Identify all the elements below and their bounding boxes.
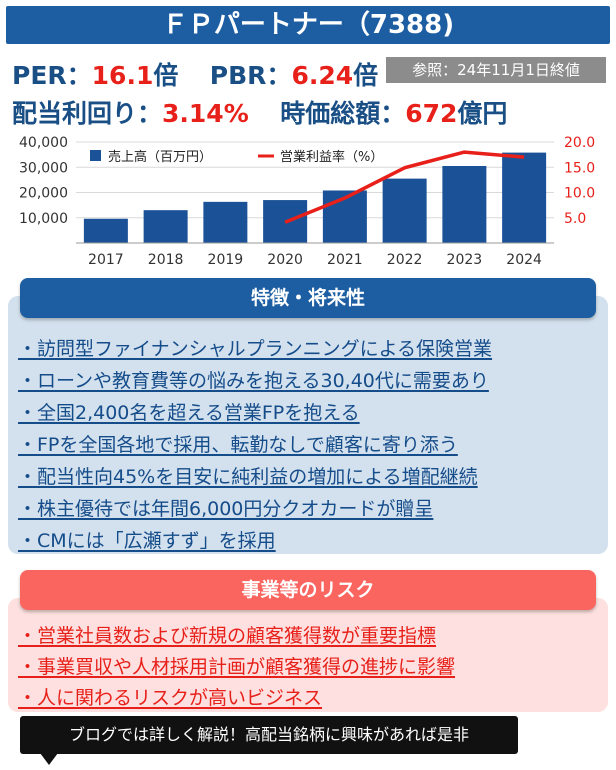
bar [502, 152, 547, 243]
features-heading: 特徴・将来性 [20, 278, 596, 318]
y-right-tick-label: 15.0 [564, 160, 595, 176]
yield-row: 配当利回り：3.14% 時価総額：672億円 [12, 94, 507, 130]
page-title: ＦＰパートナー（7388) [6, 6, 610, 44]
bar [442, 165, 487, 243]
per-label: PER： [12, 61, 92, 90]
x-tick-label: 2018 [148, 252, 184, 268]
risk-item[interactable]: ・人に関わるリスクが高いビジネス [18, 687, 323, 709]
legend-bar-label: 売上高（百万円） [108, 149, 212, 165]
callout-tail [40, 753, 58, 765]
bar [382, 178, 427, 243]
y-right-tick-label: 20.0 [564, 135, 595, 151]
reference-date-badge: 参照：24年11月1日終値 [386, 57, 606, 83]
y-left-tick-label: 10,000 [19, 211, 68, 227]
x-tick-label: 2023 [447, 252, 483, 268]
chart-svg: 10,000 20,000 30,000 40,000 5.0 10.0 15.0 20.0 2… [19, 135, 595, 268]
dividend-value: 3.14% [162, 99, 249, 128]
pbr-label: PBR： [209, 61, 292, 90]
bar [83, 218, 128, 243]
marketcap-value: 672 [405, 99, 458, 128]
feature-item[interactable]: ・株主優待では年間6,000円分クオカードが贈呈 [18, 498, 434, 520]
legend-line-label: 営業利益率（%） [280, 149, 383, 165]
per-value: 16.1 [91, 61, 154, 90]
feature-item[interactable]: ・CMには「広瀬すず」を採用 [18, 530, 276, 552]
sales-chart: 10,000 20,000 30,000 40,000 5.0 10.0 15.0 20.0 2… [0, 128, 616, 272]
y-right-tick-label: 10.0 [564, 186, 595, 202]
bar [203, 201, 248, 243]
x-tick-label: 2024 [506, 252, 542, 268]
risk-item[interactable]: ・営業社員数および新規の顧客獲得数が重要指標 [18, 625, 437, 647]
x-tick-label: 2020 [267, 252, 303, 268]
dividend-label: 配当利回り： [12, 99, 163, 128]
feature-item[interactable]: ・訪問型ファイナンシャルプランニングによる保険営業 [18, 338, 493, 360]
y-right-tick-label: 5.0 [564, 211, 586, 227]
y-left-tick-label: 30,000 [19, 160, 68, 176]
y-left-tick-label: 20,000 [19, 186, 68, 202]
marketcap-label: 時価総額： [280, 99, 406, 128]
legend-bar-swatch [90, 150, 101, 161]
y-left-tick-label: 40,000 [19, 135, 68, 151]
operating-margin-line [284, 150, 525, 224]
feature-item[interactable]: ・FPを全国各地で採用、転勤なしで顧客に寄り添う [18, 434, 458, 456]
features-panel [8, 296, 608, 554]
feature-item[interactable]: ・ローンや教育費等の悩みを抱える30,40代に需要あり [18, 370, 489, 392]
x-tick-label: 2022 [387, 252, 423, 268]
risks-heading: 事業等のリスク [20, 570, 596, 610]
x-tick-label: 2017 [88, 252, 124, 268]
pbr-value: 6.24 [291, 61, 354, 90]
pbr-unit: 倍 [353, 61, 379, 90]
feature-item[interactable]: ・配当性向45%を目安に純利益の増加による増配継続 [18, 466, 478, 488]
feature-item[interactable]: ・全国2,400名を超える営業FPを抱える [18, 402, 360, 424]
blog-callout: ブログでは詳しく解説！高配当銘柄に興味があれば是非 [20, 716, 518, 754]
x-tick-label: 2019 [208, 252, 244, 268]
x-tick-label: 2021 [327, 252, 363, 268]
marketcap-unit: 億円 [457, 99, 508, 128]
risk-item[interactable]: ・事業買収や人材採用計画が顧客獲得の進捗に影響 [18, 656, 456, 678]
per-unit: 倍 [153, 61, 179, 90]
bar [143, 210, 188, 243]
risks-panel [8, 598, 608, 712]
valuation-row: PER：16.1倍 PBR：6.24倍 [12, 56, 378, 92]
